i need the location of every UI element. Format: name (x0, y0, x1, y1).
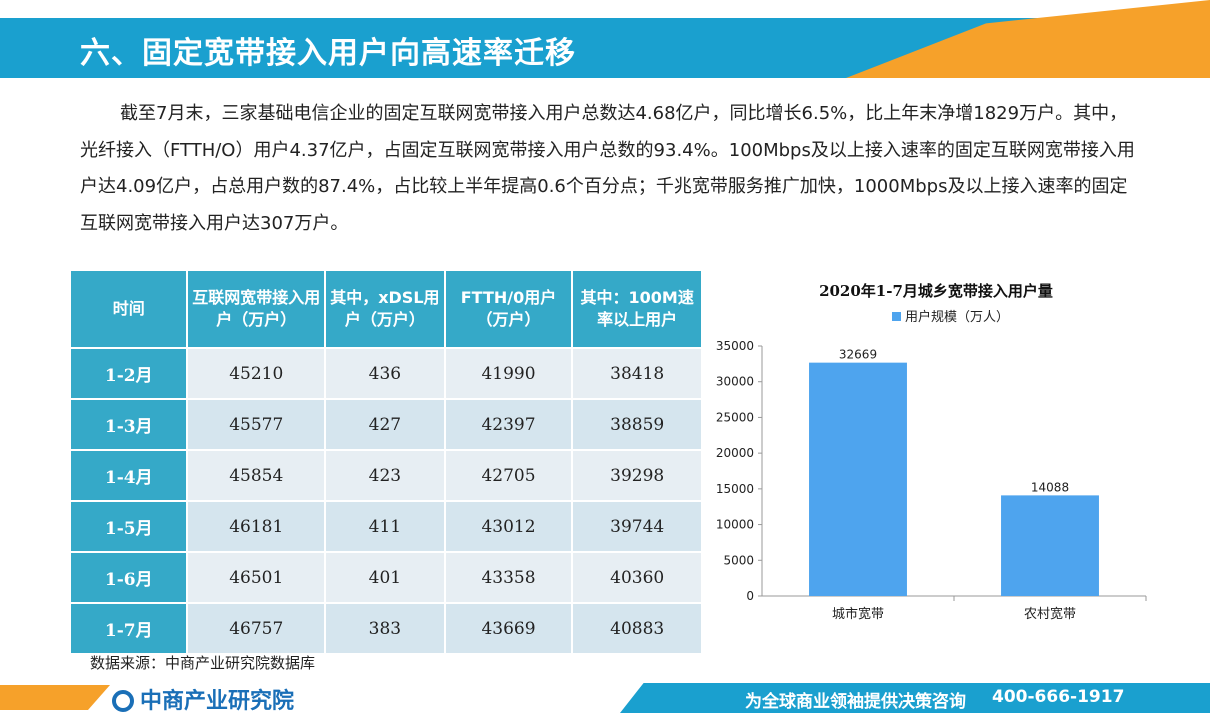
header-banner (0, 0, 1210, 78)
table-row: 1-7月 46757 383 43669 40883 (68, 602, 703, 655)
cell-ftth: 43358 (443, 551, 574, 604)
table-row: 1-4月 45854 423 42705 39298 (68, 449, 703, 502)
table-header-row: 时间 互联网宽带接入用户（万户） 其中，xDSL用户（万户） FTTH/0用户（… (68, 269, 703, 349)
row-month: 1-6月 (68, 551, 189, 604)
cell-100m: 39298 (571, 449, 703, 502)
cell-total: 45577 (186, 398, 327, 451)
footer-blue-band (620, 683, 1210, 713)
table-row: 1-5月 46181 411 43012 39744 (68, 500, 703, 553)
footer: 中商产业研究院 为全球商业领袖提供决策咨询 400-666-1917 (0, 679, 1210, 716)
col-header-total: 互联网宽带接入用户（万户） (186, 269, 327, 349)
cell-ftth: 42705 (443, 449, 574, 502)
y-tick-label: 30000 (716, 375, 754, 389)
table-row: 1-3月 45577 427 42397 38859 (68, 398, 703, 451)
cell-xdsl: 423 (324, 449, 446, 502)
legend-label: 用户规模（万人） (905, 309, 1009, 325)
cell-xdsl: 401 (324, 551, 446, 604)
cell-xdsl: 383 (324, 602, 446, 655)
table-row: 1-6月 46501 401 43358 40360 (68, 551, 703, 604)
data-label: 32669 (839, 348, 877, 362)
brand-name: 中商产业研究院 (140, 689, 295, 714)
y-tick-label: 0 (746, 589, 754, 603)
cell-ftth: 41990 (443, 347, 574, 400)
data-label: 14088 (1031, 480, 1069, 494)
cell-ftth: 42397 (443, 398, 574, 451)
cell-100m: 38418 (571, 347, 703, 400)
cell-total: 45854 (186, 449, 327, 502)
brand-logo: 中商产业研究院 (112, 683, 294, 715)
y-tick-label: 15000 (716, 482, 754, 496)
page-title: 六、固定宽带接入用户向高速率迁移 (80, 36, 576, 71)
y-tick-label: 5000 (723, 553, 754, 567)
summary-paragraph: 截至7月末，三家基础电信企业的固定互联网宽带接入用户总数达4.68亿户，同比增长… (80, 96, 1140, 242)
summary-text: 截至7月末，三家基础电信企业的固定互联网宽带接入用户总数达4.68亿户，同比增长… (80, 103, 1135, 234)
footer-phone: 400-666-1917 (992, 687, 1125, 707)
y-tick-label: 10000 (716, 518, 754, 532)
cell-xdsl: 411 (324, 500, 446, 553)
cell-total: 46757 (186, 602, 327, 655)
chart-title: 2020年1-7月城乡宽带接入用户量 (819, 282, 1053, 300)
cell-ftth: 43012 (443, 500, 574, 553)
bar (809, 362, 907, 596)
cell-xdsl: 427 (324, 398, 446, 451)
footer-slogan: 为全球商业领袖提供决策咨询 (745, 692, 966, 712)
cell-100m: 40360 (571, 551, 703, 604)
col-header-xdsl: 其中，xDSL用户（万户） (324, 269, 446, 349)
row-month: 1-3月 (68, 398, 189, 451)
footer-orange-accent (0, 685, 110, 710)
x-tick-label: 农村宽带 (1024, 606, 1076, 622)
y-tick-label: 35000 (716, 339, 754, 353)
row-month: 1-2月 (68, 347, 189, 400)
row-month: 1-7月 (68, 602, 189, 655)
row-month: 1-5月 (68, 500, 189, 553)
col-header-100m: 其中：100M速率以上用户 (571, 269, 703, 349)
col-header-time: 时间 (68, 269, 189, 349)
bar (1001, 495, 1099, 596)
y-tick-label: 20000 (716, 446, 754, 460)
cell-100m: 40883 (571, 602, 703, 655)
y-tick-label: 25000 (716, 410, 754, 424)
brand-circle-icon (112, 690, 134, 712)
row-month: 1-4月 (68, 449, 189, 502)
cell-100m: 39744 (571, 500, 703, 553)
cell-total: 46181 (186, 500, 327, 553)
col-header-ftth: FTTH/0用户（万户） (443, 269, 574, 349)
cell-100m: 38859 (571, 398, 703, 451)
cell-total: 46501 (186, 551, 327, 604)
broadband-table: 时间 互联网宽带接入用户（万户） 其中，xDSL用户（万户） FTTH/0用户（… (68, 269, 703, 655)
cell-total: 45210 (186, 347, 327, 400)
data-source: 数据来源：中商产业研究院数据库 (90, 654, 316, 672)
legend-swatch (892, 312, 901, 321)
table-row: 1-2月 45210 436 41990 38418 (68, 347, 703, 400)
cell-xdsl: 436 (324, 347, 446, 400)
cell-ftth: 43669 (443, 602, 574, 655)
x-tick-label: 城市宽带 (832, 606, 884, 622)
